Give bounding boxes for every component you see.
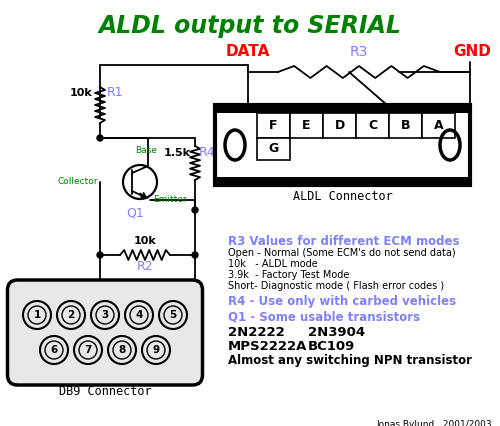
Circle shape bbox=[97, 252, 103, 258]
Text: 2N3904: 2N3904 bbox=[308, 326, 365, 339]
Text: 3.9k  - Factory Test Mode: 3.9k - Factory Test Mode bbox=[228, 270, 350, 280]
Text: 10k: 10k bbox=[69, 88, 92, 98]
Text: Collector: Collector bbox=[58, 178, 98, 187]
Circle shape bbox=[97, 135, 103, 141]
Bar bbox=[215, 105, 470, 113]
Text: DATA: DATA bbox=[226, 44, 270, 60]
Text: 6: 6 bbox=[50, 345, 58, 355]
Text: 10k   - ALDL mode: 10k - ALDL mode bbox=[228, 259, 318, 269]
Bar bbox=[356, 113, 389, 138]
Text: 4: 4 bbox=[136, 310, 142, 320]
Bar bbox=[215, 177, 470, 185]
Text: R2: R2 bbox=[136, 261, 154, 273]
Bar bbox=[215, 105, 470, 185]
Text: Almost any switching NPN transistor: Almost any switching NPN transistor bbox=[228, 354, 472, 367]
Text: Jonas Bylund   2001/2003: Jonas Bylund 2001/2003 bbox=[376, 420, 492, 426]
Text: F: F bbox=[269, 119, 278, 132]
Circle shape bbox=[192, 252, 198, 258]
Text: R4 - Use only with carbed vehicles: R4 - Use only with carbed vehicles bbox=[228, 295, 456, 308]
Circle shape bbox=[159, 301, 187, 329]
Bar bbox=[257, 113, 290, 138]
Text: G: G bbox=[268, 143, 278, 155]
Text: 8: 8 bbox=[118, 345, 126, 355]
Text: D: D bbox=[334, 119, 344, 132]
Text: 3: 3 bbox=[102, 310, 108, 320]
Text: A: A bbox=[434, 119, 444, 132]
Circle shape bbox=[108, 336, 136, 364]
Bar bbox=[257, 138, 290, 160]
Bar bbox=[389, 113, 422, 138]
Text: GND: GND bbox=[453, 44, 491, 60]
Text: R3: R3 bbox=[350, 45, 368, 59]
Bar bbox=[422, 113, 455, 138]
Bar bbox=[323, 113, 356, 138]
Text: Short- Diagnostic mode ( Flash error codes ): Short- Diagnostic mode ( Flash error cod… bbox=[228, 281, 444, 291]
Circle shape bbox=[192, 207, 198, 213]
Text: 5: 5 bbox=[170, 310, 176, 320]
Text: 1: 1 bbox=[34, 310, 40, 320]
FancyBboxPatch shape bbox=[8, 280, 202, 385]
Circle shape bbox=[23, 301, 51, 329]
Text: Base: Base bbox=[135, 146, 157, 155]
Text: 2: 2 bbox=[68, 310, 74, 320]
Text: ALDL Connector: ALDL Connector bbox=[292, 190, 392, 203]
Text: ALDL output to SERIAL: ALDL output to SERIAL bbox=[98, 14, 402, 38]
Text: 1.5k: 1.5k bbox=[164, 148, 191, 158]
Text: Emitter: Emitter bbox=[153, 195, 186, 204]
Text: 7: 7 bbox=[84, 345, 91, 355]
Circle shape bbox=[142, 336, 170, 364]
Text: MPS2222A: MPS2222A bbox=[228, 340, 308, 353]
Text: 2N2222: 2N2222 bbox=[228, 326, 285, 339]
Text: R3 Values for different ECM modes: R3 Values for different ECM modes bbox=[228, 235, 460, 248]
Circle shape bbox=[91, 301, 119, 329]
Circle shape bbox=[74, 336, 102, 364]
Text: Open - Normal (Some ECM's do not send data): Open - Normal (Some ECM's do not send da… bbox=[228, 248, 456, 258]
Text: 10k: 10k bbox=[134, 236, 156, 246]
Text: C: C bbox=[368, 119, 377, 132]
Circle shape bbox=[57, 301, 85, 329]
Text: Q1: Q1 bbox=[126, 207, 144, 220]
Bar bbox=[290, 113, 323, 138]
Circle shape bbox=[125, 301, 153, 329]
Text: BC109: BC109 bbox=[308, 340, 355, 353]
Text: 9: 9 bbox=[152, 345, 160, 355]
Text: B: B bbox=[401, 119, 410, 132]
Text: E: E bbox=[302, 119, 311, 132]
Text: DB9 Connector: DB9 Connector bbox=[58, 385, 152, 398]
Circle shape bbox=[40, 336, 68, 364]
Text: R1: R1 bbox=[107, 86, 124, 100]
Text: R4: R4 bbox=[199, 147, 216, 159]
Text: Q1 - Some usable transistors: Q1 - Some usable transistors bbox=[228, 311, 420, 324]
